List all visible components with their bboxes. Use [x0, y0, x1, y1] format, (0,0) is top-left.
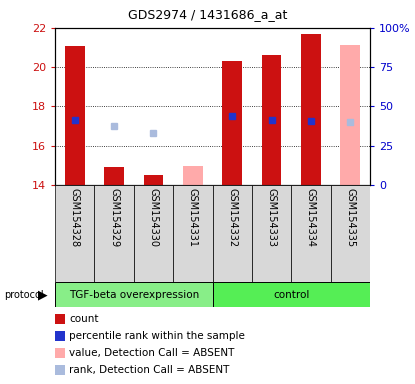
- Bar: [212, 185, 252, 282]
- Text: protocol: protocol: [4, 290, 44, 300]
- Bar: [65, 46, 85, 185]
- Bar: [252, 185, 291, 282]
- Text: GSM154330: GSM154330: [149, 188, 159, 247]
- Text: GSM154329: GSM154329: [109, 188, 119, 247]
- Text: GSM154328: GSM154328: [70, 188, 80, 247]
- Text: control: control: [273, 290, 310, 300]
- Text: count: count: [69, 314, 98, 324]
- Bar: [94, 185, 134, 282]
- Bar: [104, 167, 124, 185]
- Text: rank, Detection Call = ABSENT: rank, Detection Call = ABSENT: [69, 365, 229, 375]
- Text: GSM154334: GSM154334: [306, 188, 316, 247]
- Bar: [301, 34, 321, 185]
- Text: GSM154335: GSM154335: [345, 188, 355, 247]
- Bar: [262, 55, 281, 185]
- Bar: [173, 185, 212, 282]
- Text: GSM154332: GSM154332: [227, 188, 237, 247]
- Bar: [134, 185, 173, 282]
- Bar: [212, 282, 370, 307]
- Text: GSM154333: GSM154333: [266, 188, 276, 247]
- Bar: [340, 45, 360, 185]
- Bar: [331, 185, 370, 282]
- Bar: [291, 185, 331, 282]
- Text: ▶: ▶: [38, 288, 48, 301]
- Text: GSM154331: GSM154331: [188, 188, 198, 247]
- Text: percentile rank within the sample: percentile rank within the sample: [69, 331, 245, 341]
- Text: TGF-beta overexpression: TGF-beta overexpression: [68, 290, 199, 300]
- Text: value, Detection Call = ABSENT: value, Detection Call = ABSENT: [69, 348, 234, 358]
- Bar: [144, 175, 163, 185]
- Bar: [183, 166, 203, 185]
- Bar: [222, 61, 242, 185]
- Text: GDS2974 / 1431686_a_at: GDS2974 / 1431686_a_at: [128, 8, 287, 21]
- Bar: [55, 185, 94, 282]
- Bar: [55, 282, 212, 307]
